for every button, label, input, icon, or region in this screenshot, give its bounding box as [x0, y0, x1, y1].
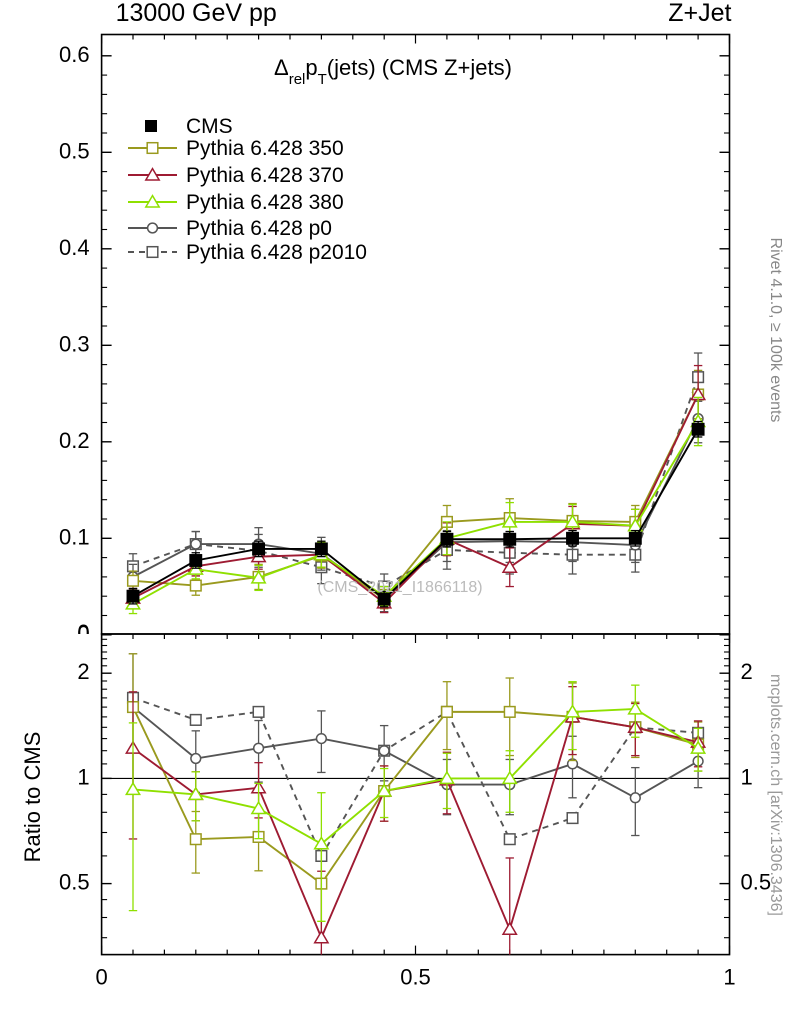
svg-text:Pythia 6.428 370: Pythia 6.428 370 [186, 164, 344, 187]
svg-text:Pythia 6.428 350: Pythia 6.428 350 [186, 137, 344, 160]
svg-text:Rivet 4.1.0, ≥ 100k events: Rivet 4.1.0, ≥ 100k events [767, 238, 784, 423]
svg-text:CMS: CMS [186, 115, 233, 138]
svg-text:Ratio to CMS: Ratio to CMS [20, 732, 45, 863]
svg-text:Pythia 6.428 380: Pythia 6.428 380 [186, 191, 344, 214]
svg-text:1: 1 [741, 764, 753, 789]
svg-text:0.6: 0.6 [59, 42, 90, 67]
svg-text:1: 1 [723, 965, 735, 990]
svg-text:0.4: 0.4 [59, 235, 90, 260]
svg-text:13000 GeV pp: 13000 GeV pp [116, 0, 277, 27]
svg-text:1: 1 [77, 764, 89, 789]
svg-text:0.2: 0.2 [59, 428, 90, 453]
svg-text:0.5: 0.5 [741, 870, 772, 895]
svg-text:0.5: 0.5 [59, 870, 90, 895]
svg-text:0: 0 [95, 965, 107, 990]
svg-text:Pythia 6.428 p2010: Pythia 6.428 p2010 [186, 241, 367, 264]
svg-text:2: 2 [741, 659, 753, 684]
svg-text:Z+Jet: Z+Jet [668, 0, 731, 27]
svg-text:0.5: 0.5 [59, 138, 90, 163]
svg-text:0.3: 0.3 [59, 331, 90, 356]
svg-text:(CMS_2021_I1866118): (CMS_2021_I1866118) [317, 579, 482, 596]
svg-text:0.1: 0.1 [59, 524, 90, 549]
svg-text:2: 2 [77, 659, 89, 684]
svg-text:Pythia 6.428 p0: Pythia 6.428 p0 [186, 217, 332, 240]
svg-text:mcplots.cern.ch [arXiv:1306.34: mcplots.cern.ch [arXiv:1306.3436] [767, 674, 784, 916]
svg-text:0.5: 0.5 [400, 965, 431, 990]
